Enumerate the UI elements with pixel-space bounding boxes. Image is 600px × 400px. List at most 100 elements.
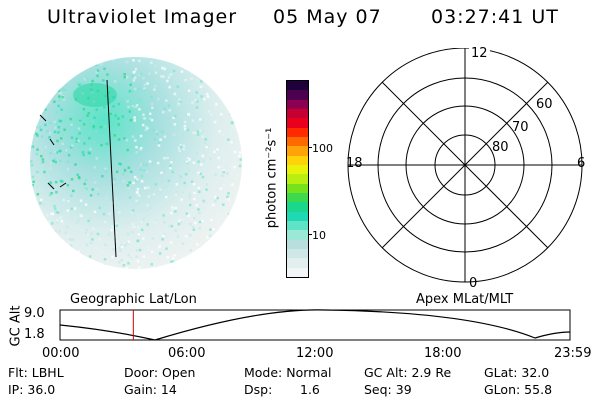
image-pixel [156,161,160,165]
image-pixel [139,99,142,103]
image-pixel [172,69,176,73]
image-pixel [168,109,171,112]
image-pixel [142,168,146,172]
image-pixel [42,261,45,265]
image-pixel [178,219,182,222]
image-pixel [181,191,185,195]
image-pixel [129,170,133,174]
image-pixel [54,180,58,184]
image-pixel [88,137,91,140]
image-pixel [148,112,152,116]
image-pixel [123,136,126,140]
image-pixel [227,192,230,195]
image-pixel [161,237,164,241]
image-pixel [69,117,72,121]
image-pixel [233,243,237,247]
image-pixel [112,248,115,251]
image-pixel [61,240,64,243]
image-pixel [133,76,137,80]
image-pixel [180,220,183,224]
colorbar-step [287,174,308,184]
image-pixel [211,249,214,253]
image-pixel [200,163,203,166]
image-pixel [241,88,242,91]
image-pixel [225,92,228,96]
image-pixel [86,58,90,61]
colorbar-step [287,249,308,259]
image-pixel [115,231,119,235]
image-pixel [181,242,185,245]
image-pixel [67,57,71,61]
image-pixel [235,75,238,79]
polar-label-lat-60: 60 [536,97,553,112]
image-pixel [78,120,82,124]
image-pixel [163,135,167,139]
image-pixel [200,80,203,83]
image-pixel [48,131,52,135]
image-pixel [82,107,86,111]
image-pixel [59,159,62,163]
image-pixel [165,185,168,189]
image-pixel [59,179,63,183]
image-pixel [238,151,242,154]
image-pixel [230,141,233,144]
image-pixel [105,196,108,200]
image-pixel [58,119,61,123]
image-pixel [226,195,229,199]
image-pixel [231,183,234,186]
polar-diagonal [381,81,549,249]
image-pixel [162,234,165,238]
image-pixel [31,163,34,167]
image-pixel [138,144,141,148]
image-pixel [133,87,137,91]
image-pixel [132,181,135,185]
image-pixel [178,149,181,152]
image-pixel [135,178,139,181]
image-pixel [57,104,60,108]
image-pixel [150,61,153,64]
image-pixel [188,203,192,207]
image-pixel [61,95,64,99]
image-pixel [126,100,129,103]
image-pixel [209,113,213,116]
image-pixel [227,138,230,141]
image-pixel [38,249,42,253]
image-pixel [176,85,180,88]
image-pixel [60,219,64,223]
image-pixel [60,209,63,213]
image-pixel [142,76,145,80]
polar-label-18: 18 [346,156,363,171]
image-pixel [229,228,232,232]
image-pixel [154,183,158,186]
image-pixel [117,260,121,264]
image-pixel [142,113,145,116]
image-pixel [115,170,119,174]
image-pixel [203,266,207,269]
image-pixel [43,238,46,242]
image-pixel [88,255,92,258]
image-pixel [239,158,242,161]
image-pixel [45,104,48,107]
auroral-bright-spot [73,83,117,107]
image-pixel [240,63,242,66]
image-pixel [102,79,105,82]
info-dsp-value: 1.6 [300,382,320,397]
info-seq: Seq: 39 [364,382,412,397]
image-pixel [49,161,53,165]
image-pixel [137,88,141,91]
image-pixel [65,63,69,67]
image-pixel [202,189,206,193]
image-pixel [36,129,39,132]
image-pixel [87,111,91,115]
image-pixel [131,209,135,212]
image-pixel [44,108,47,111]
image-pixel [34,262,38,266]
image-pixel [61,250,64,253]
image-pixel [77,127,81,130]
image-pixel [119,249,122,252]
image-pixel [60,108,63,112]
image-pixel [36,213,40,216]
image-pixel [140,174,144,178]
image-pixel [103,264,107,267]
image-pixel [179,145,183,149]
